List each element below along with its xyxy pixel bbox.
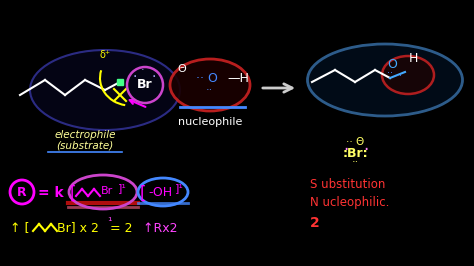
Ellipse shape [170, 59, 250, 111]
Text: ↑ [: ↑ [ [10, 222, 29, 235]
Text: H: H [408, 52, 418, 65]
Text: —H: —H [227, 72, 249, 85]
Text: [: [ [70, 185, 76, 203]
Text: nucleophile: nucleophile [178, 117, 242, 127]
Text: :Br:: :Br: [342, 147, 368, 160]
Text: O: O [387, 58, 397, 71]
Text: Br: Br [137, 78, 153, 92]
Ellipse shape [382, 56, 434, 94]
Text: -OH: -OH [148, 186, 172, 200]
Text: 2: 2 [310, 216, 320, 230]
Ellipse shape [308, 44, 463, 116]
Text: electrophile: electrophile [54, 130, 116, 140]
Text: ·: · [152, 70, 156, 84]
Text: (substrate): (substrate) [56, 141, 114, 151]
Text: ]¹: ]¹ [175, 183, 184, 193]
Text: ·: · [343, 141, 348, 159]
Text: ··: ·· [206, 85, 213, 95]
Text: ··: ·· [387, 68, 393, 78]
Text: ¹: ¹ [107, 217, 111, 227]
Text: R: R [17, 185, 27, 198]
Text: S ubstitution: S ubstitution [310, 178, 385, 191]
Text: ··: ·· [396, 71, 402, 81]
Text: ·: · [133, 70, 137, 84]
Text: [: [ [140, 185, 146, 203]
Text: ·: · [141, 65, 145, 75]
Text: = k: = k [38, 186, 64, 200]
Ellipse shape [30, 50, 180, 130]
Text: N ucleophilic.: N ucleophilic. [310, 196, 389, 209]
Text: ··: ·· [352, 157, 359, 167]
Text: Br] x 2: Br] x 2 [57, 222, 99, 235]
Text: ]¹: ]¹ [118, 183, 127, 193]
Text: ↑Rx2: ↑Rx2 [135, 222, 177, 235]
Text: = 2: = 2 [110, 222, 133, 235]
Text: Br: Br [101, 186, 113, 196]
Text: Θ: Θ [178, 64, 186, 74]
Text: ·: · [141, 82, 145, 92]
Text: ·· Θ: ·· Θ [346, 137, 364, 147]
Text: δ⁺: δ⁺ [100, 50, 110, 60]
Text: ·· O: ·· O [196, 72, 218, 85]
Text: ·: · [363, 141, 368, 159]
